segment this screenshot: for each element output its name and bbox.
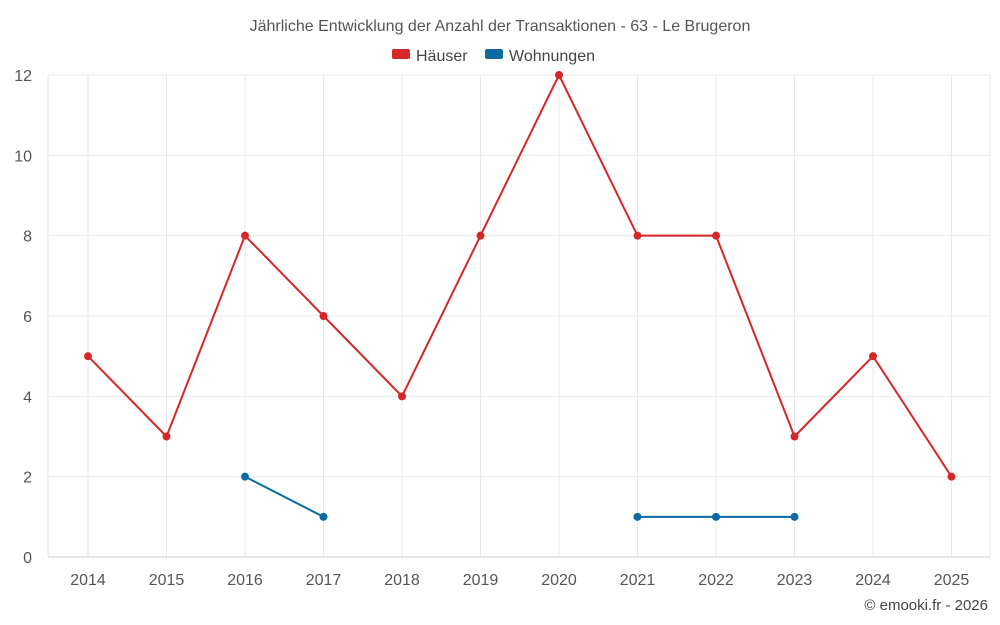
series-layer xyxy=(84,71,956,521)
data-point-haeuser[interactable] xyxy=(398,392,406,401)
y-tick-label: 0 xyxy=(23,550,32,567)
data-point-wohnungen[interactable] xyxy=(712,512,720,521)
x-tick-label: 2014 xyxy=(70,572,106,589)
legend-label-haeuser: Häuser xyxy=(416,48,468,65)
data-point-wohnungen[interactable] xyxy=(319,512,328,521)
data-point-wohnungen[interactable] xyxy=(790,512,799,521)
chart-title: Jährliche Entwicklung der Anzahl der Tra… xyxy=(250,18,751,35)
x-tick-label: 2025 xyxy=(934,572,970,589)
y-tick-label: 4 xyxy=(23,389,32,406)
legend: Häuser Wohnungen xyxy=(392,48,595,65)
data-point-haeuser[interactable] xyxy=(947,472,956,481)
x-tick-label: 2021 xyxy=(620,572,656,589)
x-tick-label: 2022 xyxy=(698,572,734,589)
legend-label-wohnungen: Wohnungen xyxy=(509,48,595,65)
data-point-haeuser[interactable] xyxy=(319,312,328,320)
x-tick-label: 2024 xyxy=(855,572,891,589)
y-tick-label: 8 xyxy=(23,229,32,246)
data-point-haeuser[interactable] xyxy=(633,231,642,240)
series-line-haeuser xyxy=(87,74,953,478)
grid xyxy=(47,74,991,557)
x-tick-label: 2020 xyxy=(541,572,577,589)
data-point-haeuser[interactable] xyxy=(162,432,171,441)
y-tick-label: 10 xyxy=(14,148,32,165)
x-tick-label: 2018 xyxy=(384,572,420,589)
axes: 0 2 4 6 8 10 12 2014 2015 2016 2017 2018 2019 2020 202… xyxy=(14,68,990,589)
data-point-haeuser[interactable] xyxy=(712,231,720,240)
data-point-haeuser[interactable] xyxy=(869,352,877,361)
x-tick-label: 2016 xyxy=(227,572,263,589)
data-point-haeuser[interactable] xyxy=(84,352,92,361)
credit-text: © emooki.fr - 2026 xyxy=(864,597,988,614)
y-tick-label: 12 xyxy=(14,68,32,85)
legend-item-wohnungen[interactable]: Wohnungen xyxy=(485,48,595,65)
legend-swatch-haeuser xyxy=(392,49,410,59)
data-point-haeuser[interactable] xyxy=(555,71,563,79)
x-tick-label: 2023 xyxy=(777,572,813,589)
series-line-wohnungen xyxy=(244,475,324,518)
x-tick-label: 2017 xyxy=(306,572,342,589)
data-point-haeuser[interactable] xyxy=(241,231,249,240)
data-point-haeuser[interactable] xyxy=(476,231,485,240)
x-tick-label: 2019 xyxy=(463,572,499,589)
x-tick-label: 2015 xyxy=(149,572,185,589)
legend-item-haeuser[interactable]: Häuser xyxy=(392,48,468,65)
y-tick-label: 2 xyxy=(23,470,32,487)
legend-swatch-wohnungen xyxy=(485,49,503,59)
data-point-wohnungen[interactable] xyxy=(633,512,642,521)
y-tick-label: 6 xyxy=(23,309,32,326)
data-point-haeuser[interactable] xyxy=(790,432,799,441)
data-point-wohnungen[interactable] xyxy=(241,472,249,481)
